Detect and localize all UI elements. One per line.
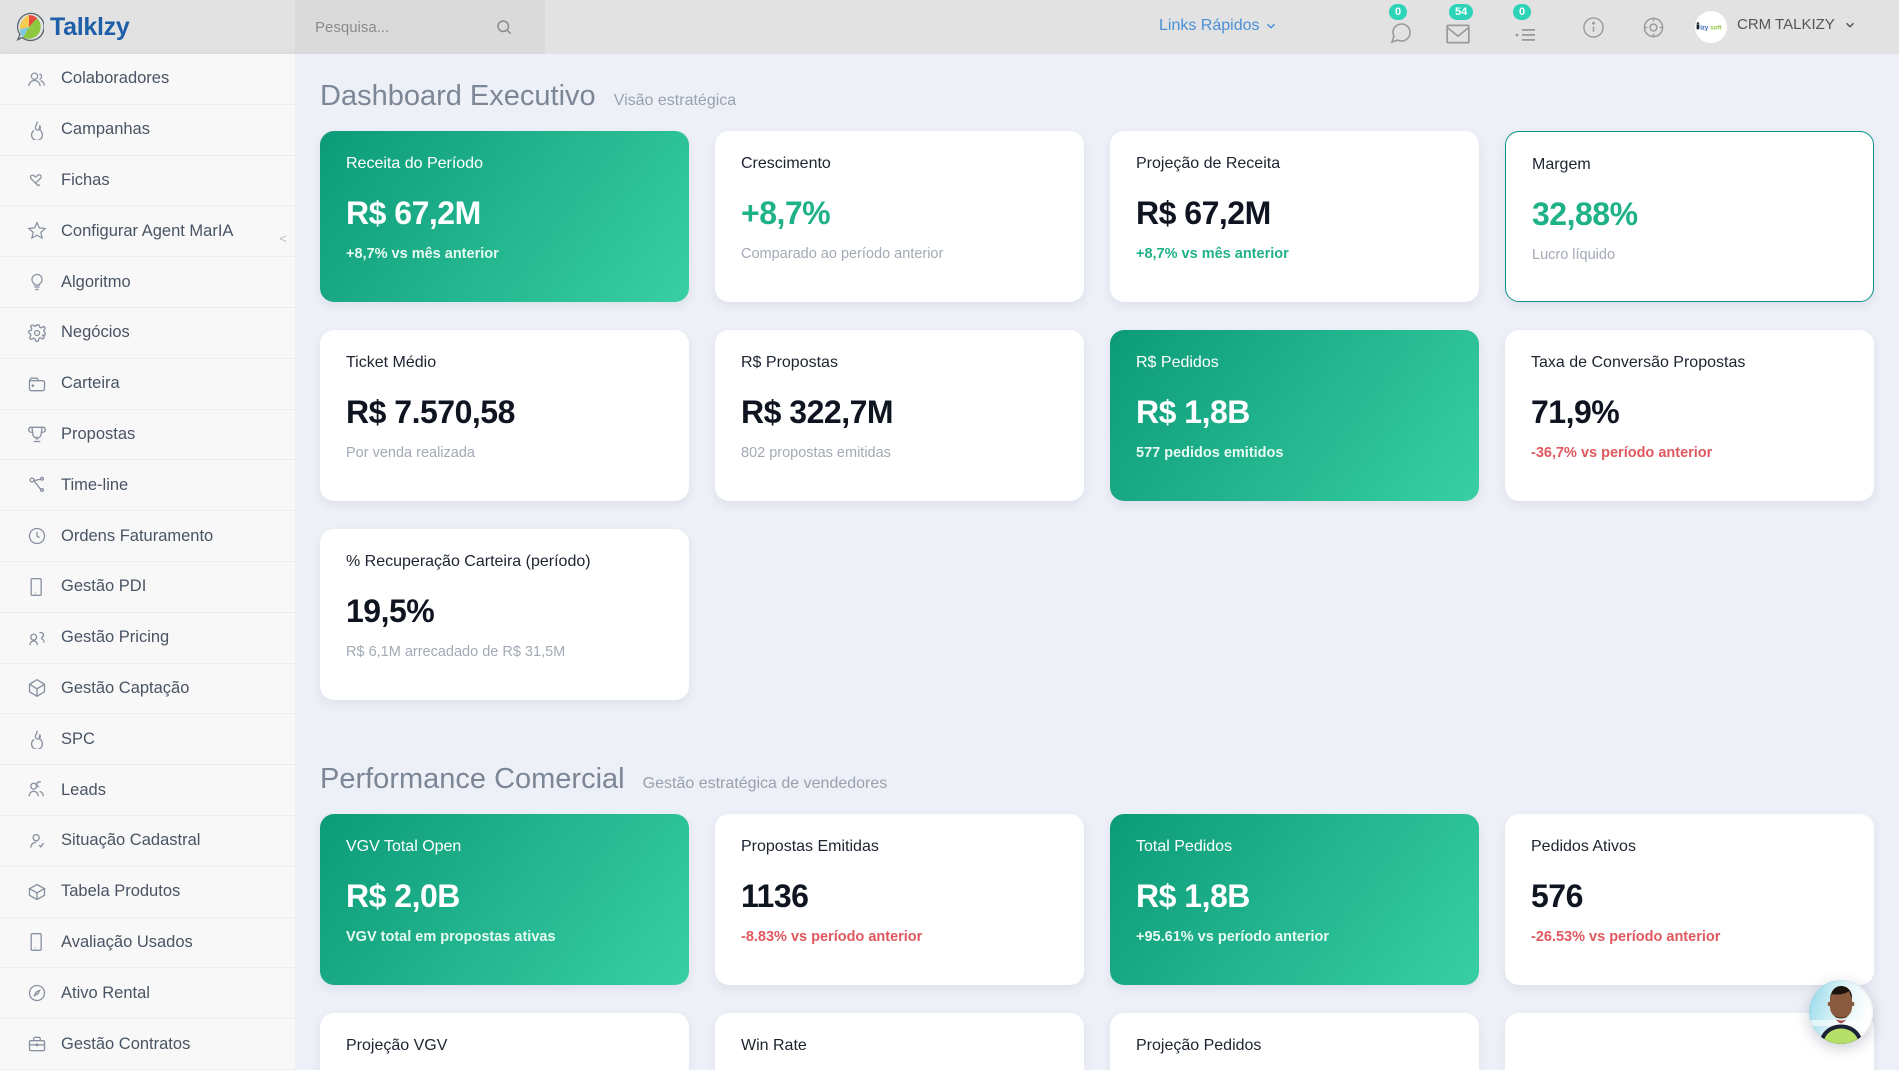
svg-text:izy: izy <box>1700 25 1709 31</box>
svg-text:soft: soft <box>1710 25 1721 31</box>
